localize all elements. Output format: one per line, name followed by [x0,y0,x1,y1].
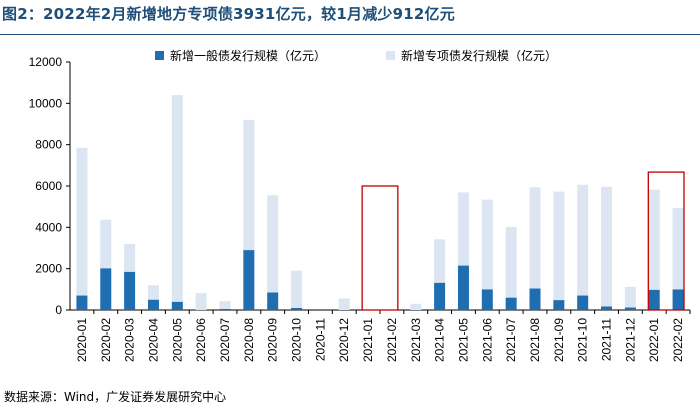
source-note: 数据来源：Wind，广发证券发展研究中心 [4,390,227,404]
bar-general [529,288,541,310]
bar-special [672,208,684,290]
x-tick-label: 2021-07 [504,318,518,362]
title-rule [0,34,700,35]
x-tick-label: 2020-06 [194,318,208,362]
bar-general [100,268,112,310]
x-tick-label: 2021-02 [385,318,399,362]
bar-general [505,297,517,310]
x-tick-label: 2021-05 [456,318,470,362]
bar-special [76,147,88,296]
bar-general [76,295,88,310]
x-tick-label: 2020-11 [313,318,327,361]
x-tick-label: 2020-01 [75,318,89,362]
bar-general [171,301,183,310]
bar-special [291,270,303,308]
x-tick-label: 2020-12 [337,318,351,362]
bar-special [505,226,517,298]
bar-special [434,239,446,283]
bar-special [529,187,541,289]
chart-legend: 新增一般债发行规模（亿元） 新增专项债发行规模（亿元） [155,47,557,64]
x-tick-label: 2020-05 [170,318,184,362]
bar-special [100,219,112,269]
x-tick-label: 2021-03 [409,318,423,362]
x-tick-label: 2021-04 [433,318,447,362]
x-tick-label: 2020-04 [146,318,160,362]
legend-swatch-special [386,51,396,60]
y-tick-label: 12000 [29,55,63,69]
y-tick-label: 4000 [35,220,62,234]
x-tick-label: 2021-11 [600,318,614,361]
bar-special [410,303,422,310]
x-tick-label: 2020-10 [290,318,304,362]
bar-special [601,186,613,307]
x-tick-label: 2021-08 [528,318,542,362]
y-tick-label: 6000 [35,179,62,193]
x-tick-label: 2021-01 [361,318,375,362]
bar-special [338,298,350,310]
bar-special [457,192,469,266]
highlight-box [361,185,399,311]
bar-special [243,119,255,251]
bar-general [147,299,159,310]
bar-general [434,282,446,310]
bar-general [648,289,660,310]
bar-general [291,307,303,310]
x-tick-label: 2020-03 [123,318,137,362]
x-tick-label: 2020-07 [218,318,232,362]
legend-label-special: 新增专项债发行规模（亿元） [401,49,558,63]
legend-swatch-general [155,51,164,60]
bar-general [672,289,684,310]
figure-title: 图2：2022年2月新增地方专项债3931亿元，较1月减少912亿元 [2,5,455,23]
x-tick-label: 2021-09 [552,318,566,362]
bar-general [243,250,255,310]
bar-general [457,265,469,310]
legend-item-special: 新增专项债发行规模（亿元） [386,47,557,64]
legend-label-general: 新增一般债发行规模（亿元） [170,49,327,63]
x-tick-label: 2022-02 [671,318,685,362]
x-tick-label: 2022-01 [647,318,661,362]
bar-general [267,292,279,310]
bar-special [481,199,493,290]
x-tick-label: 2020-08 [242,318,256,362]
bar-special [648,189,660,290]
bar-general [219,308,231,310]
bar-special [553,191,565,301]
x-tick-label: 2021-06 [480,318,494,362]
bar-special [171,95,183,302]
bar-general [124,271,136,310]
bar-special [195,293,207,310]
bar-special [267,195,279,293]
x-tick-label: 2020-02 [99,318,113,362]
x-tick-label: 2021-12 [623,318,637,362]
highlight-box [647,171,685,311]
bar-special [124,243,136,272]
y-tick-label: 10000 [29,96,63,110]
bar-special [147,285,159,300]
y-tick-label: 8000 [35,138,62,152]
bar-general [553,300,565,310]
y-tick-label: 0 [55,303,62,317]
bar-special [219,301,231,309]
y-tick-label: 2000 [35,262,62,276]
bar-general [577,295,589,310]
bar-general [601,306,613,310]
x-tick-label: 2020-09 [266,318,280,362]
bar-general [481,289,493,310]
bar-special [624,286,636,308]
legend-item-general: 新增一般债发行规模（亿元） [155,47,326,64]
x-tick-label: 2021-10 [576,318,590,362]
bar-special [577,184,589,296]
bar-general [624,307,636,310]
